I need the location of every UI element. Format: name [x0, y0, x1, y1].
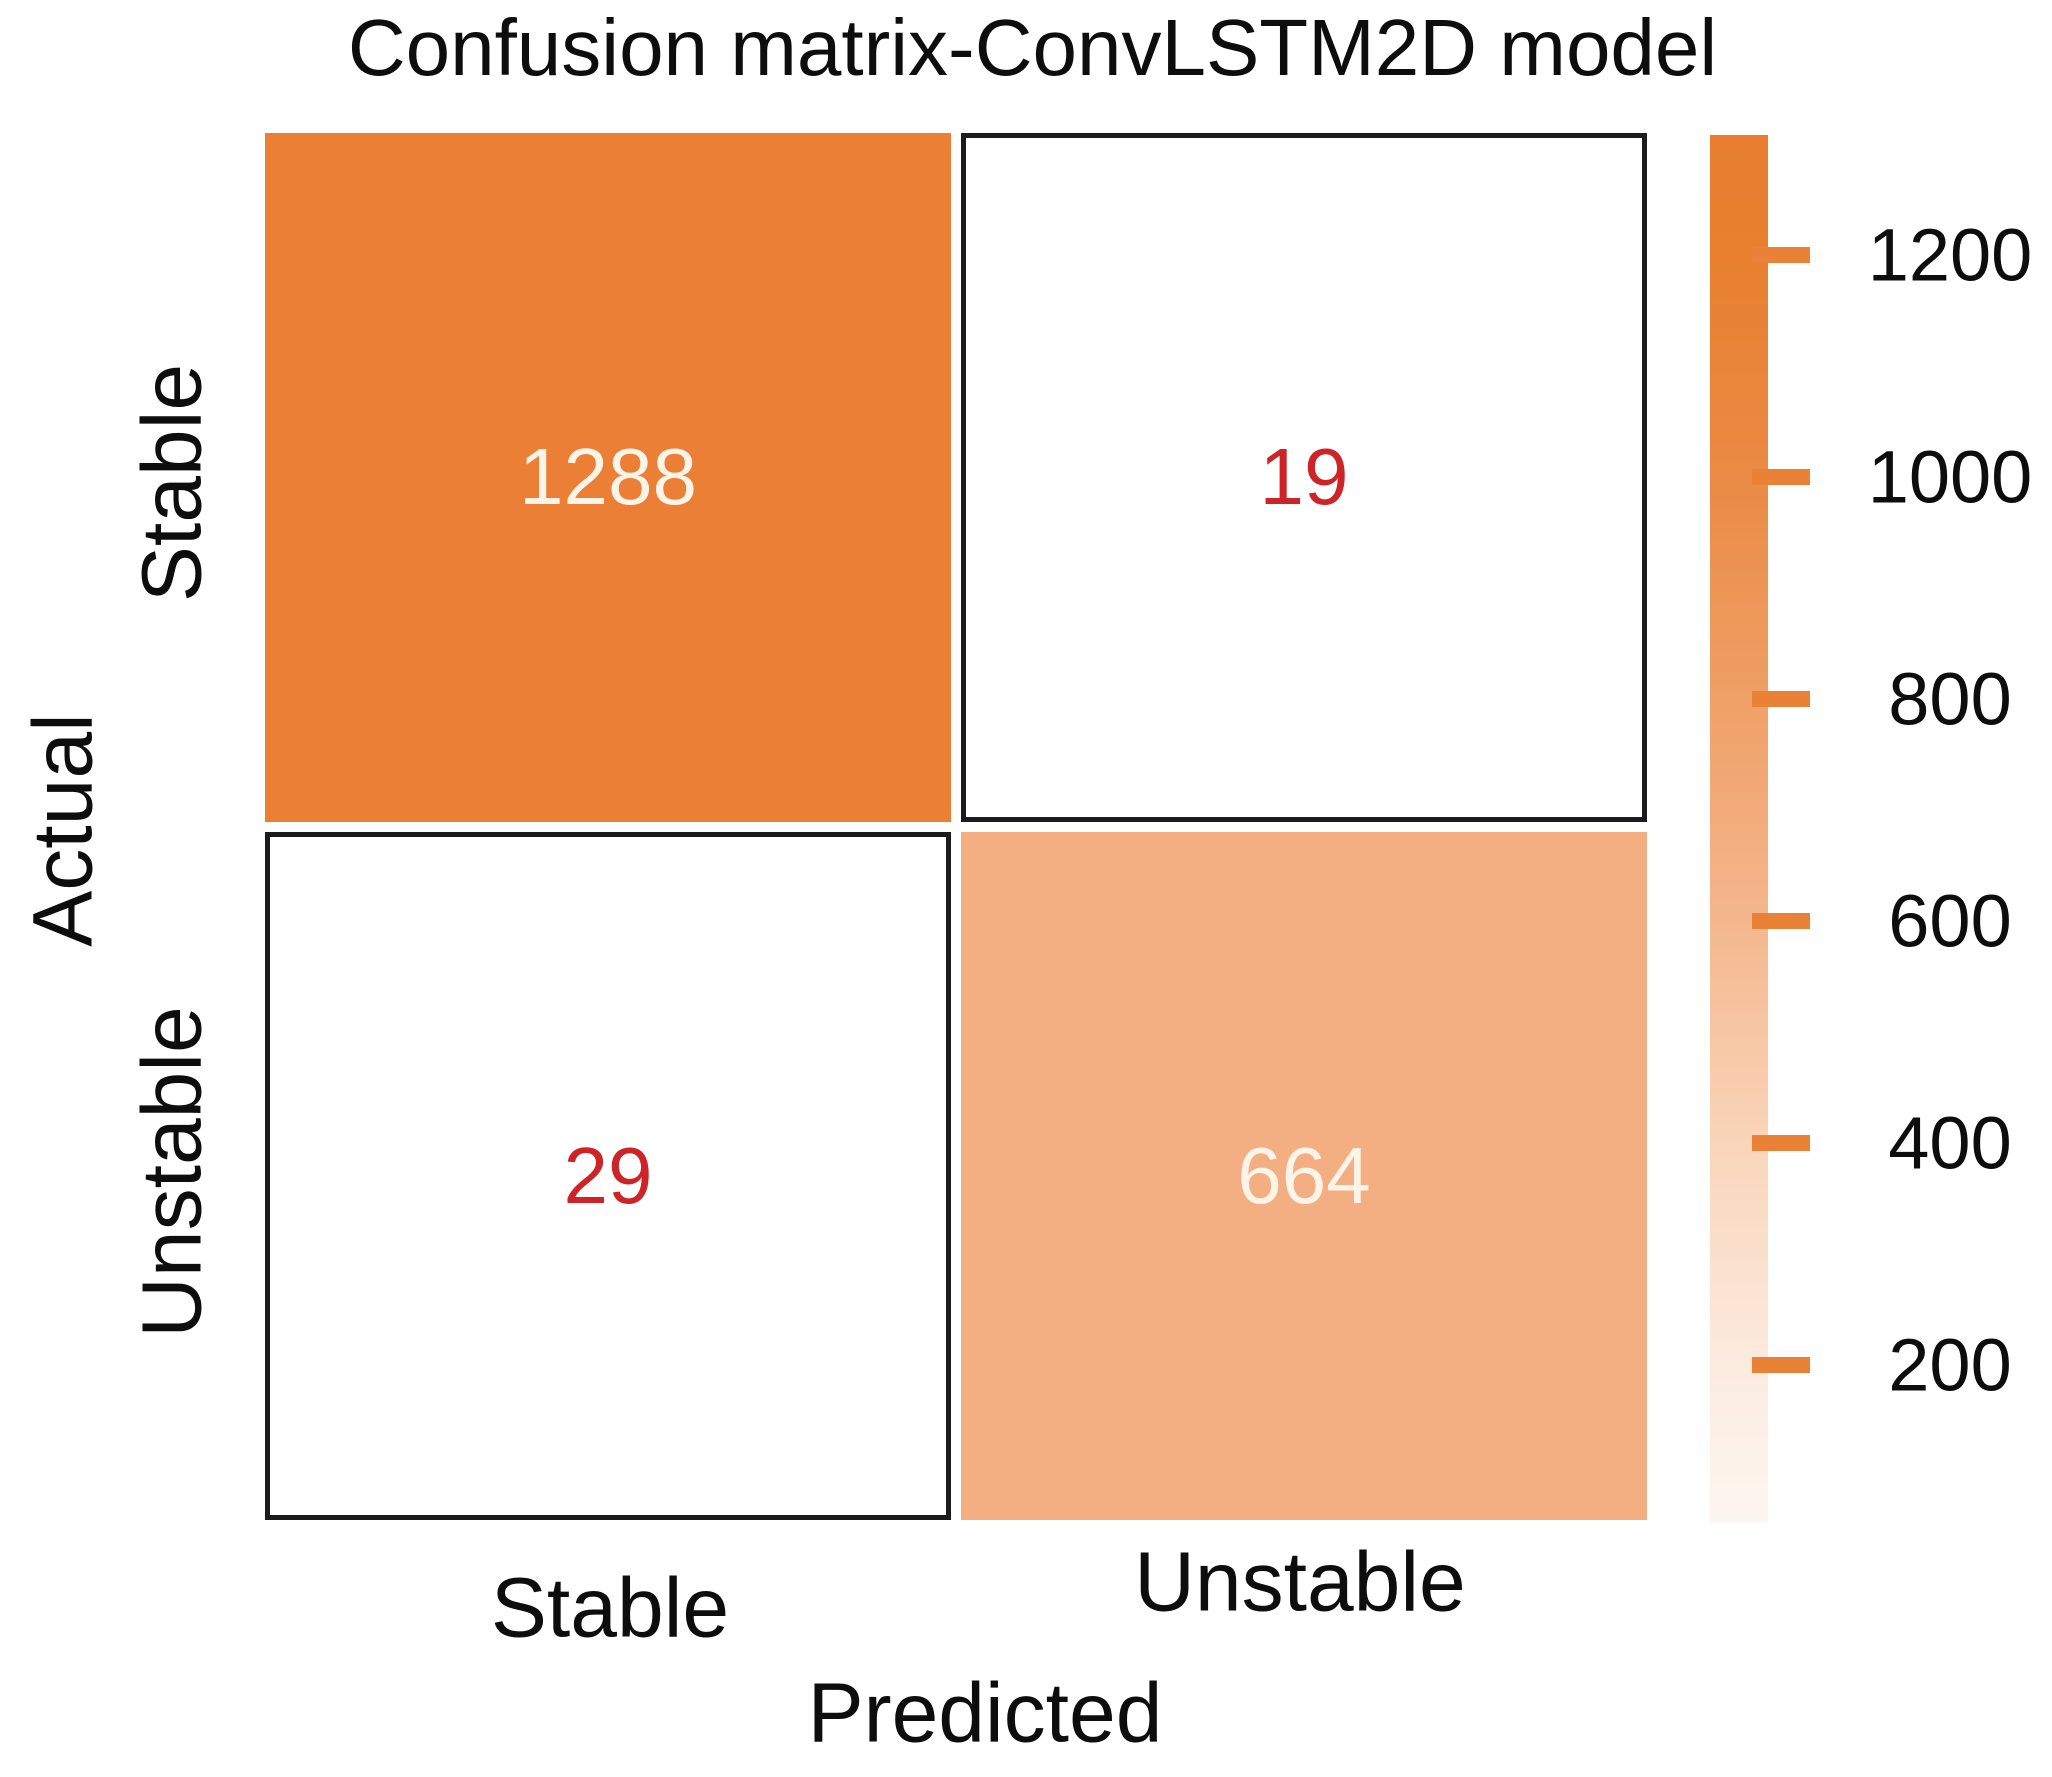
colorbar-tick-label-800: 800 [1888, 657, 2012, 741]
row-label-unstable: Unstable [124, 1006, 219, 1338]
colorbar-tick-label-1000: 1000 [1867, 435, 2033, 519]
cell-actual-unstable-pred-stable: 29 [265, 831, 951, 1520]
cell-actual-stable-pred-unstable: 19 [961, 133, 1647, 822]
colorbar-tick-mark [1752, 1135, 1810, 1151]
colorbar-tick-mark [1752, 247, 1810, 263]
colorbar-tick-mark [1752, 1357, 1810, 1373]
col-label-unstable: Unstable [1134, 1534, 1466, 1629]
colorbar-tick-mark [1752, 469, 1810, 485]
colorbar-gradient [1710, 135, 1768, 1522]
confusion-matrix-grid: 1288 19 29 664 [265, 133, 1647, 1520]
x-axis-label: Predicted [807, 1665, 1163, 1760]
y-axis-label: Actual [15, 713, 110, 947]
colorbar-tick-label-200: 200 [1888, 1323, 2012, 1407]
colorbar-tick-label-600: 600 [1888, 879, 2012, 963]
row-label-stable: Stable [124, 363, 219, 603]
cell-actual-stable-pred-stable: 1288 [265, 133, 951, 822]
colorbar-tick-label-400: 400 [1888, 1101, 2012, 1185]
cell-actual-unstable-pred-unstable: 664 [961, 831, 1647, 1520]
colorbar-tick-mark [1752, 913, 1810, 929]
colorbar-tick-mark [1752, 691, 1810, 707]
colorbar-tick-label-1200: 1200 [1867, 213, 2033, 297]
chart-title: Confusion matrix-ConvLSTM2D model [347, 3, 1718, 92]
col-label-stable: Stable [490, 1560, 730, 1655]
